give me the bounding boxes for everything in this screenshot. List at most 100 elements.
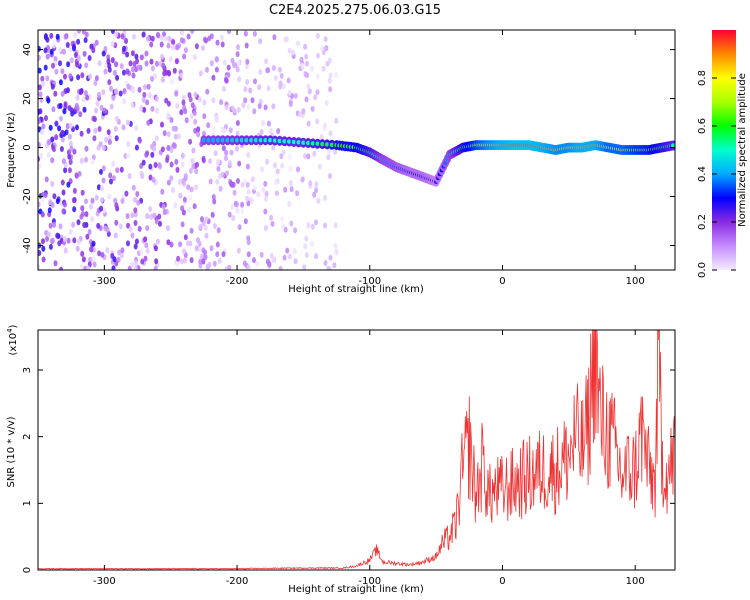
track-point: [220, 138, 225, 143]
noise-point: [202, 113, 207, 120]
noise-point: [317, 163, 322, 170]
noise-point: [288, 101, 293, 107]
noise-point: [58, 102, 63, 109]
noise-point: [240, 208, 245, 214]
noise-point: [314, 187, 319, 194]
noise-point: [41, 245, 46, 252]
noise-point: [228, 127, 233, 134]
noise-point: [171, 142, 176, 148]
noise-point: [255, 260, 260, 267]
noise-point: [79, 130, 84, 137]
noise-point: [132, 196, 137, 203]
noise-point: [55, 33, 60, 40]
noise-point: [69, 145, 74, 152]
noise-point: [153, 265, 158, 270]
noise-point: [221, 251, 226, 258]
noise-point: [323, 222, 328, 229]
noise-point: [186, 184, 191, 191]
noise-point: [279, 72, 284, 79]
noise-point: [202, 130, 206, 137]
colorbar-ticks: 0.0 0.2 0.4 0.6 0.8: [697, 70, 736, 278]
noise-point: [73, 32, 78, 39]
y-tick-label: 40: [22, 43, 33, 56]
noise-point: [134, 238, 139, 245]
noise-point: [44, 176, 49, 183]
noise-point: [174, 90, 179, 97]
noise-point: [80, 211, 85, 217]
x-tick-label: -100: [358, 276, 381, 287]
noise-point: [306, 153, 311, 160]
noise-point: [189, 186, 194, 193]
noise-point: [51, 106, 56, 113]
noise-point: [125, 68, 130, 75]
noise-point: [271, 256, 276, 263]
noise-point: [216, 158, 221, 165]
noise-point: [215, 241, 220, 248]
noise-point: [183, 173, 188, 179]
noise-point: [183, 257, 187, 264]
noise-point: [274, 190, 279, 197]
noise-point: [324, 99, 329, 106]
noise-point: [156, 32, 161, 39]
noise-point: [150, 35, 155, 42]
noise-point: [83, 90, 88, 97]
noise-point: [192, 203, 197, 210]
noise-point: [237, 160, 242, 167]
noise-point: [110, 30, 115, 34]
noise-point: [97, 250, 102, 257]
noise-point: [124, 190, 129, 197]
noise-point: [271, 103, 276, 110]
noise-point: [68, 73, 73, 80]
noise-point: [253, 78, 257, 85]
noise-point: [211, 126, 216, 133]
noise-point: [48, 243, 53, 250]
noise-point: [266, 85, 271, 92]
noise-point: [142, 91, 147, 98]
noise-point: [65, 123, 70, 130]
noise-point: [38, 250, 42, 256]
noise-point: [154, 258, 159, 265]
noise-point: [98, 141, 103, 148]
noise-point: [207, 35, 212, 42]
noise-point: [53, 260, 58, 267]
noise-point: [152, 145, 156, 152]
noise-point: [87, 55, 92, 61]
noise-point: [276, 128, 281, 134]
noise-point: [90, 158, 95, 165]
noise-point: [306, 83, 311, 90]
noise-point: [135, 58, 140, 65]
noise-point: [120, 247, 125, 254]
noise-point: [84, 31, 89, 38]
noise-point: [179, 109, 184, 116]
x-tick-label: -300: [93, 576, 116, 587]
noise-point: [112, 256, 117, 263]
noise-point: [153, 245, 158, 252]
noise-point: [312, 191, 317, 198]
noise-point: [101, 177, 106, 184]
noise-point: [72, 187, 77, 194]
noise-point: [189, 257, 194, 264]
noise-point: [46, 152, 51, 158]
x-tick-label: -100: [358, 576, 381, 587]
noise-point: [63, 247, 68, 254]
noise-point: [41, 123, 46, 130]
track-point: [315, 141, 320, 146]
noise-point: [89, 246, 93, 253]
noise-point: [131, 72, 136, 79]
noise-point: [216, 227, 221, 234]
noise-point: [74, 172, 79, 179]
noise-point: [38, 201, 41, 208]
noise-point: [149, 213, 154, 220]
noise-point: [182, 53, 187, 60]
noise-point: [80, 205, 85, 212]
noise-point: [120, 33, 125, 40]
noise-point: [77, 170, 82, 177]
noise-point: [99, 205, 104, 212]
noise-point: [235, 145, 239, 152]
noise-point: [67, 167, 72, 174]
noise-point: [119, 166, 124, 173]
noise-point: [118, 90, 123, 97]
noise-point: [127, 173, 132, 179]
noise-point: [303, 243, 308, 250]
track-point: [670, 143, 675, 148]
